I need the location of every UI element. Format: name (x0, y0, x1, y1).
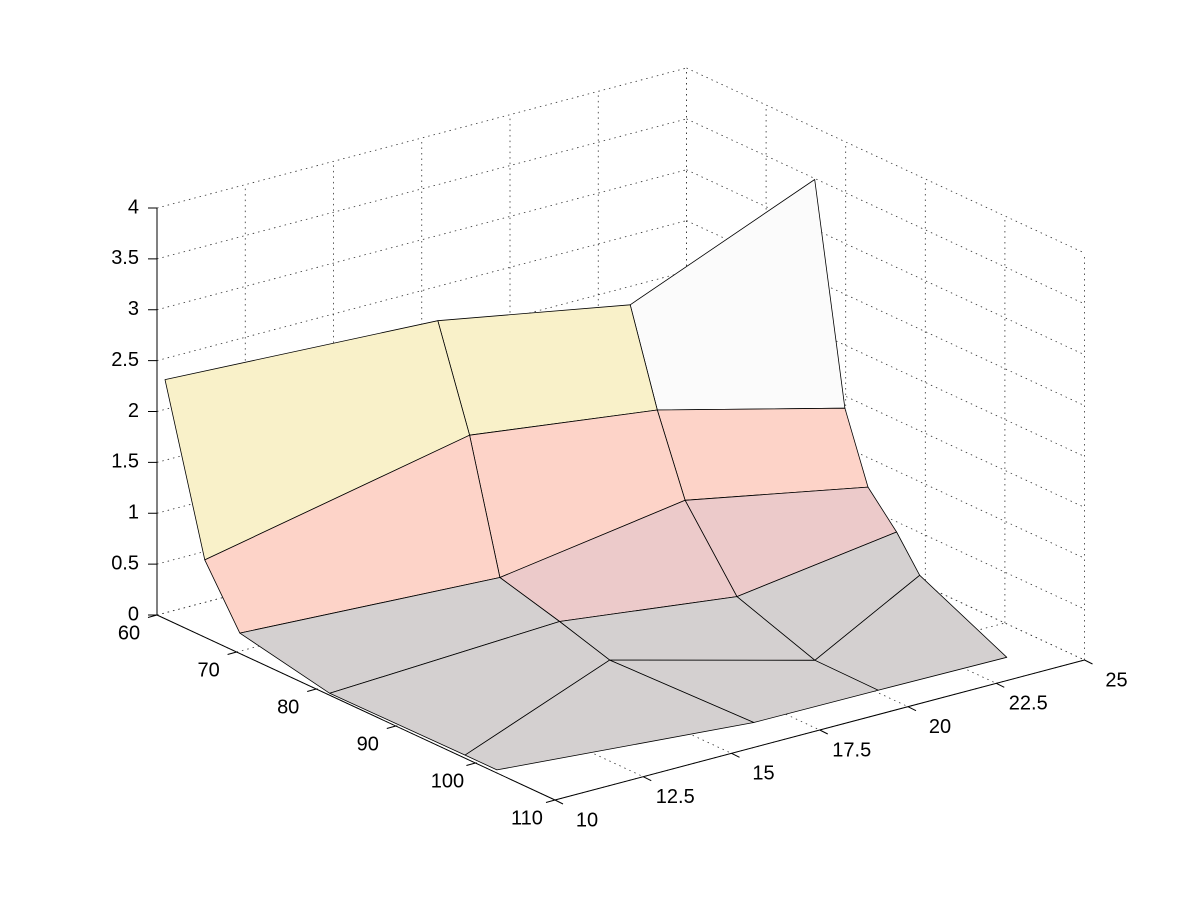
y-tick-mark (819, 729, 828, 735)
z-tick-label: 1.5 (111, 451, 139, 473)
x-tick-mark (386, 725, 396, 729)
y-tick-mark (731, 752, 740, 758)
y-tick-label: 15 (752, 763, 774, 785)
y-tick-label: 12.5 (656, 786, 695, 808)
y-tick-label: 25 (1105, 669, 1127, 691)
z-tick-label: 3 (128, 298, 139, 320)
y-tick-label: 20 (929, 716, 951, 738)
surface-face (656, 407, 869, 501)
axis-layer (147, 207, 1093, 805)
x-tick-label: 100 (431, 770, 464, 792)
y-tick-mark (643, 776, 652, 782)
y-tick-mark (996, 682, 1005, 688)
y-tick-mark (907, 706, 917, 712)
z-tick-label: 0.5 (111, 552, 139, 574)
x-tick-label: 110 (511, 807, 543, 829)
x-tick-mark (307, 688, 317, 692)
z-tick-label: 0 (128, 603, 139, 625)
y-tick-label: 17.5 (832, 739, 871, 761)
x-tick-label: 80 (277, 696, 299, 718)
x-tick-mark (466, 762, 476, 766)
x-tick-label: 90 (357, 733, 379, 755)
x-tick-mark (147, 614, 158, 618)
z-tick-label: 2.5 (111, 349, 139, 371)
y-tick-label: 10 (576, 809, 598, 831)
x-axis-line (156, 614, 556, 801)
z-tick-label: 1 (128, 502, 139, 524)
x-tick-mark (227, 651, 237, 655)
surface-layer (164, 179, 1008, 771)
y-tick-label: 22.5 (1009, 693, 1048, 715)
z-tick-label: 3.5 (111, 247, 139, 269)
x-tick-mark (545, 799, 556, 803)
y-tick-mark (554, 799, 564, 805)
y-tick-mark (1084, 659, 1093, 665)
z-tick-label: 2 (128, 400, 139, 422)
surface-face (464, 659, 755, 771)
x-tick-label: 70 (197, 659, 219, 681)
x-tick-label: 60 (118, 622, 140, 644)
z-tick-label: 4 (128, 196, 139, 218)
